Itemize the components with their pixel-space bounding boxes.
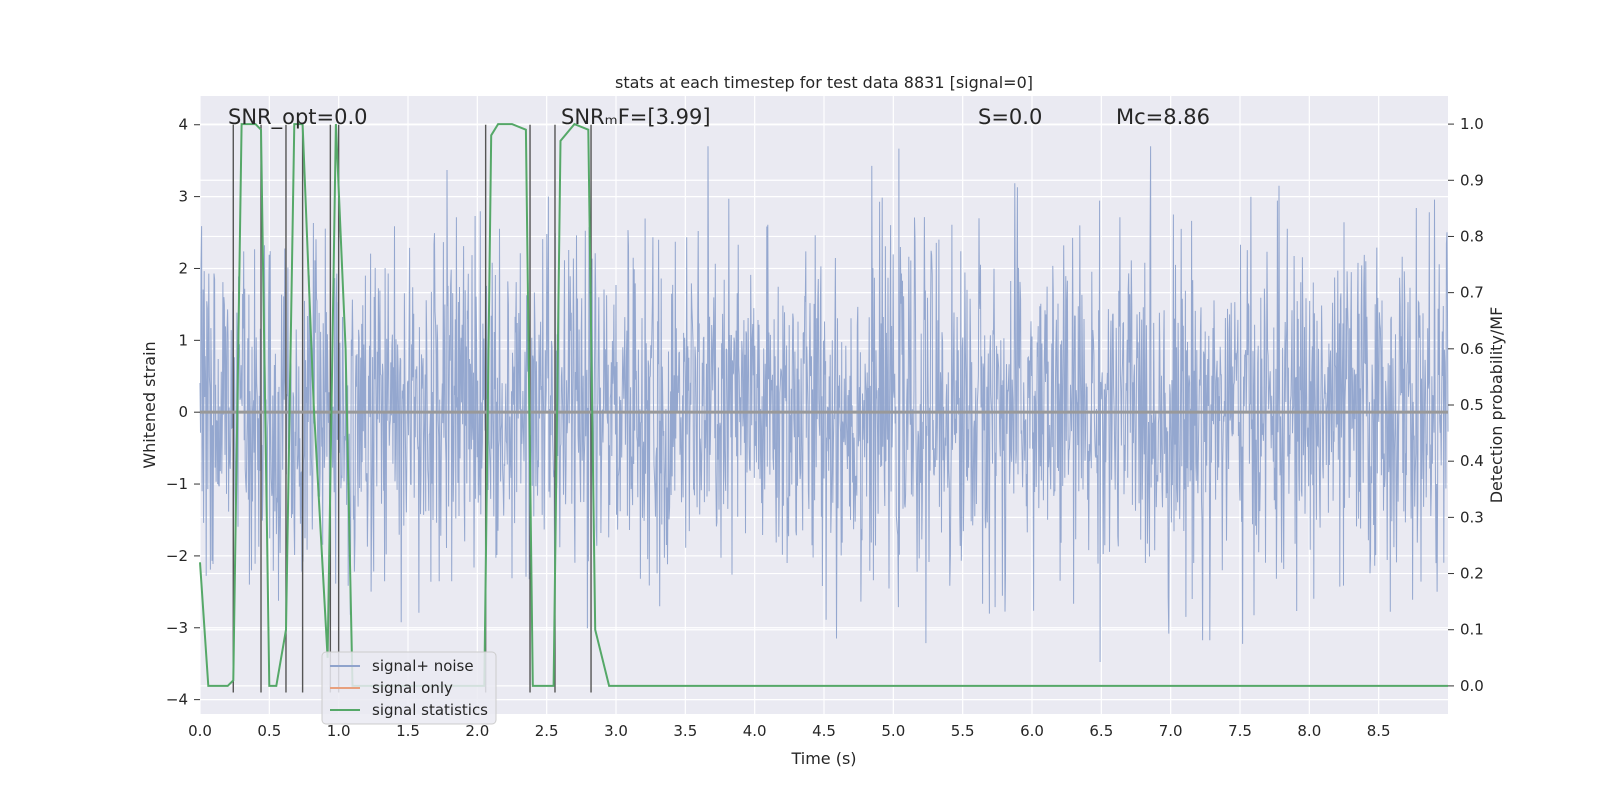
y-right-tick-label: 0.7: [1460, 284, 1484, 302]
x-axis-label: Time (s): [790, 749, 856, 768]
legend-label-stats: signal statistics: [372, 701, 488, 719]
y-axis-label-left: Whitened strain: [140, 341, 159, 468]
y-left-tick-label: −2: [166, 547, 188, 565]
y-left-tick-label: 2: [178, 259, 188, 277]
signal-statistics-line: [199, 122, 1448, 687]
legend-label-noise: signal+ noise: [372, 657, 474, 675]
x-tick-label: 2.0: [465, 722, 489, 740]
x-tick-label: 6.0: [1020, 722, 1044, 740]
x-tick-label: 4.5: [812, 722, 836, 740]
noise-layer: [199, 146, 1449, 663]
y-left-tick-label: 1: [178, 331, 188, 349]
y-right-tick-label: 0.0: [1460, 677, 1484, 695]
y-right-tick-label: 0.5: [1460, 396, 1484, 414]
x-tick-label: 5.0: [881, 722, 905, 740]
y-left-tick-label: −3: [166, 619, 188, 637]
legend: signal+ noise signal only signal statist…: [321, 651, 497, 725]
x-tick-label: 0.0: [188, 722, 212, 740]
y-left-tick-label: 0: [178, 403, 188, 421]
noise-trace: [199, 146, 1449, 663]
x-tick-label: 5.5: [951, 722, 975, 740]
chart-title: stats at each timestep for test data 883…: [615, 73, 1033, 92]
x-tick-label: 8.5: [1367, 722, 1391, 740]
y-left-tick-label: −1: [166, 475, 188, 493]
legend-label-signal: signal only: [372, 679, 453, 697]
x-tick-label: 0.5: [257, 722, 281, 740]
y-right-tick-label: 0.3: [1460, 508, 1484, 526]
annotation-s: S=0.0: [978, 105, 1042, 129]
y-right-tick-label: 0.2: [1460, 565, 1484, 583]
annotation-mc: Mᴄ=8.86: [1116, 105, 1210, 129]
ticks-layer: 0.0 0.5 1.0 1.5 2.0 2.5 3.0 3.5 4.0 4.5 5.0 5.5 6.0 6…: [166, 115, 1484, 740]
y-left-tick-label: 4: [178, 116, 188, 134]
x-tick-label: 7.5: [1228, 722, 1252, 740]
y-right-tick-label: 0.6: [1460, 340, 1484, 358]
x-tick-label: 3.5: [673, 722, 697, 740]
x-tick-label: 1.5: [396, 722, 420, 740]
y-left-tick-label: 3: [178, 188, 188, 206]
y-axis-label-right: Detection probability/MF: [1487, 307, 1506, 504]
annotation-snr-mf: SNRₘF=[3.99]: [561, 105, 711, 129]
legend-box: [321, 651, 497, 725]
x-tick-label: 2.5: [535, 722, 559, 740]
y-right-tick-label: 0.4: [1460, 452, 1484, 470]
x-tick-label: 1.0: [327, 722, 351, 740]
y-right-tick-label: 0.8: [1460, 227, 1484, 245]
x-tick-label: 4.0: [743, 722, 767, 740]
stats-layer: [199, 122, 1448, 687]
y-left-tick-label: −4: [166, 691, 188, 709]
x-tick-label: 6.5: [1089, 722, 1113, 740]
x-tick-label: 8.0: [1297, 722, 1321, 740]
y-right-tick-label: 0.1: [1460, 621, 1484, 639]
annotation-snr-opt: SNR_opt=0.0: [228, 105, 368, 130]
y-right-tick-label: 1.0: [1460, 115, 1484, 133]
x-tick-label: 7.0: [1159, 722, 1183, 740]
y-right-tick-label: 0.9: [1460, 171, 1484, 189]
x-tick-label: 3.0: [604, 722, 628, 740]
